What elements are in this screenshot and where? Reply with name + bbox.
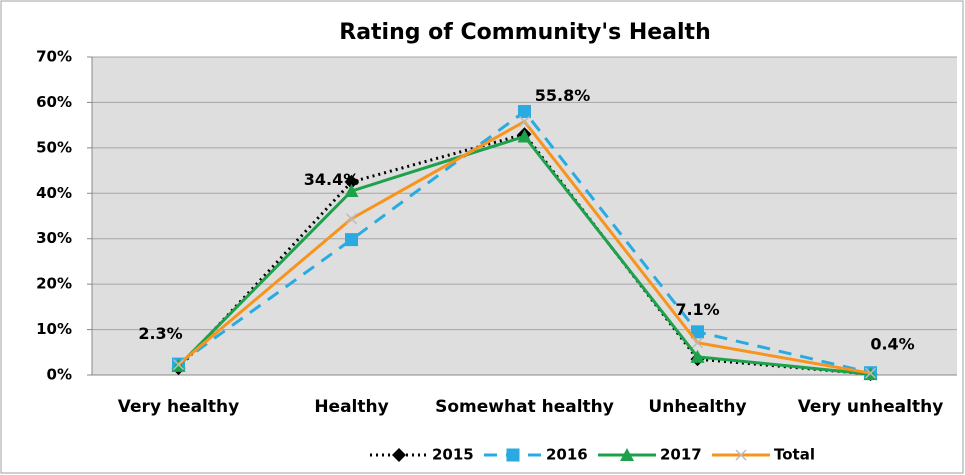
marker bbox=[735, 449, 747, 461]
y-tick-label: 60% bbox=[36, 93, 72, 111]
y-tick-label: 0% bbox=[47, 366, 72, 384]
x-tick-label: Healthy bbox=[314, 397, 388, 417]
data-label: 55.8% bbox=[535, 86, 591, 105]
marker bbox=[344, 174, 359, 189]
chart-title: Rating of Community's Health bbox=[339, 20, 710, 45]
legend-label: 2016 bbox=[546, 446, 588, 464]
marker bbox=[864, 367, 877, 379]
y-tick-label: 70% bbox=[36, 48, 72, 66]
y-tick-label: 50% bbox=[36, 138, 72, 156]
marker bbox=[345, 233, 358, 247]
marker bbox=[172, 359, 185, 371]
y-tick-label: 10% bbox=[36, 320, 72, 338]
y-tick-label: 30% bbox=[36, 229, 72, 247]
x-tick-label: Very unhealthy bbox=[798, 397, 944, 417]
marker bbox=[506, 448, 520, 462]
marker bbox=[691, 337, 704, 349]
x-tick-label: Somewhat healthy bbox=[435, 397, 614, 417]
marker bbox=[518, 105, 531, 119]
data-label: 34.4% bbox=[304, 170, 360, 189]
data-label: 7.1% bbox=[675, 300, 719, 319]
x-tick-label: Very healthy bbox=[118, 397, 239, 417]
marker bbox=[620, 448, 634, 461]
marker bbox=[518, 115, 531, 128]
y-tick-label: 20% bbox=[36, 275, 72, 293]
marker bbox=[345, 213, 358, 225]
marker bbox=[344, 184, 359, 198]
data-label: 2.3% bbox=[138, 324, 182, 343]
legend-label: 2017 bbox=[660, 446, 702, 464]
marker bbox=[690, 349, 705, 363]
marker bbox=[517, 129, 532, 143]
legend-label: 2015 bbox=[432, 446, 474, 464]
data-label: 0.4% bbox=[870, 335, 914, 354]
legend-label: Total bbox=[774, 446, 815, 464]
marker bbox=[691, 325, 704, 339]
marker bbox=[392, 448, 406, 462]
y-tick-label: 40% bbox=[36, 184, 72, 202]
x-tick-label: Unhealthy bbox=[648, 397, 746, 417]
